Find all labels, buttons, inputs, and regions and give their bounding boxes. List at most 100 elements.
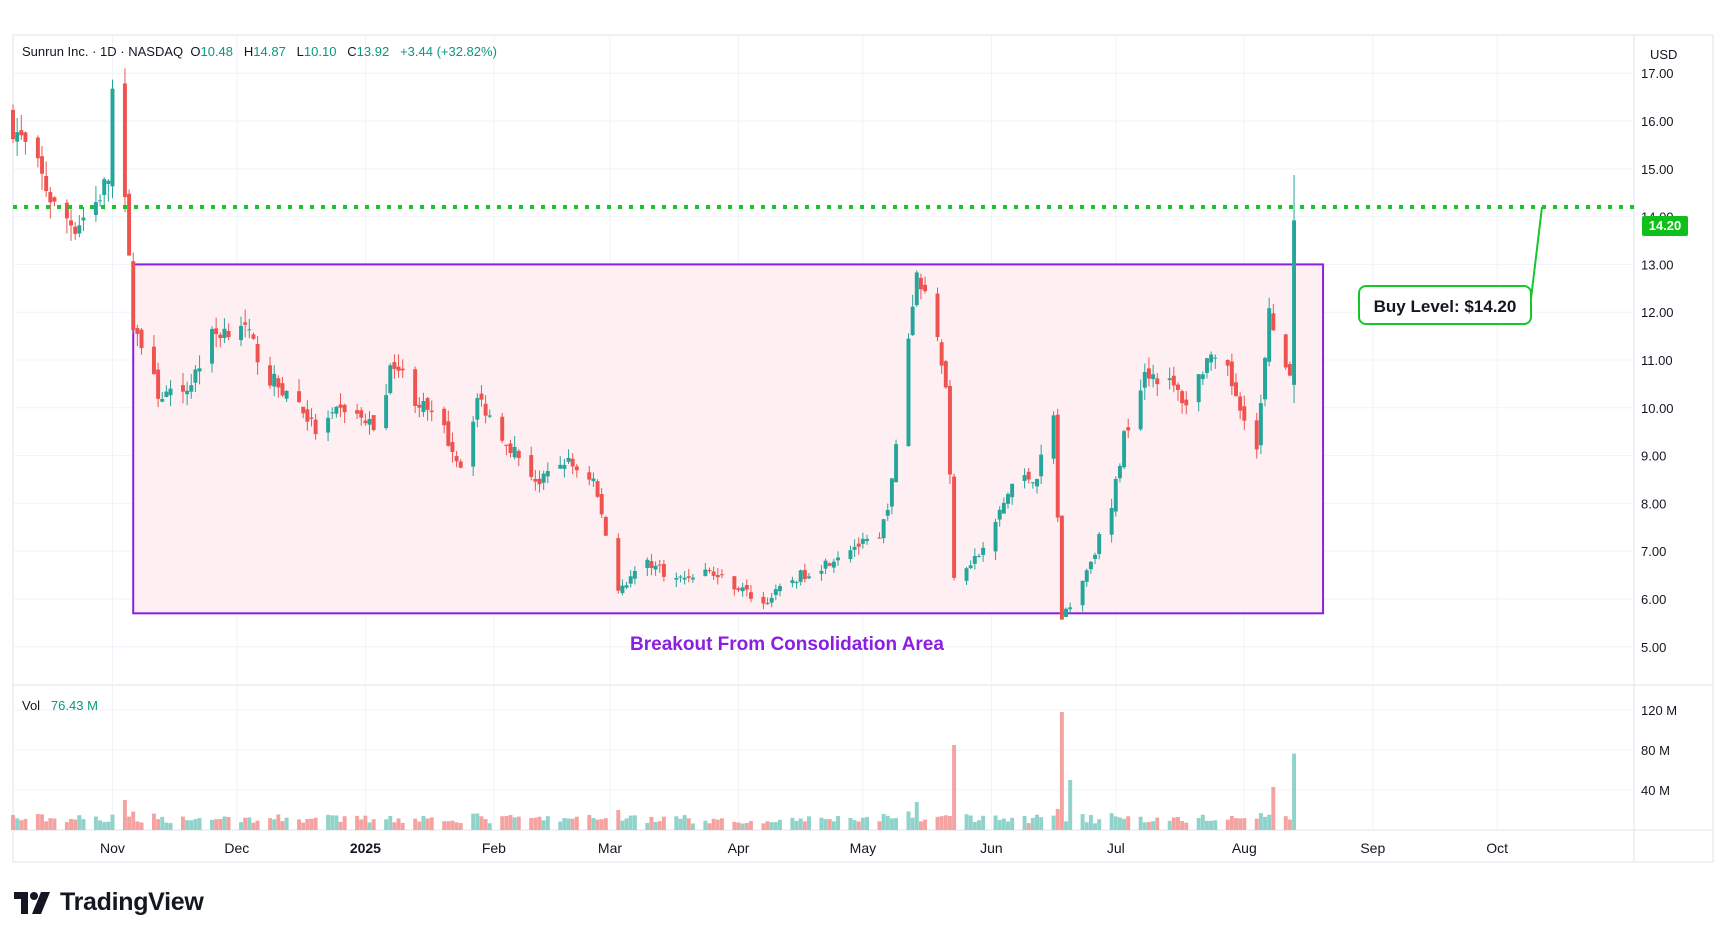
tradingview-brand[interactable]: TradingView bbox=[14, 888, 204, 917]
candle-body bbox=[906, 338, 911, 447]
candle-body bbox=[993, 522, 998, 552]
candle-body bbox=[628, 576, 633, 584]
volume-bar bbox=[1051, 815, 1056, 830]
candle-body bbox=[23, 132, 28, 142]
candle-body bbox=[620, 585, 625, 594]
candle-body bbox=[1113, 478, 1118, 512]
volume-bar bbox=[1039, 817, 1044, 830]
candle-body bbox=[976, 555, 981, 557]
candle-body bbox=[222, 328, 227, 338]
candle-body bbox=[417, 404, 422, 408]
candle-body bbox=[1126, 427, 1131, 431]
volume-bar bbox=[819, 817, 824, 830]
volume-bar bbox=[392, 822, 397, 830]
candle-body bbox=[1184, 399, 1189, 406]
volume-bar bbox=[736, 822, 741, 830]
volume-bar bbox=[458, 823, 463, 830]
volume-legend: Vol 76.43 M bbox=[22, 698, 98, 713]
volume-bar bbox=[185, 820, 190, 830]
price-tick-label: 6.00 bbox=[1641, 592, 1666, 607]
candle-body bbox=[77, 225, 82, 234]
candle-body bbox=[1051, 415, 1056, 459]
volume-bar bbox=[450, 820, 455, 830]
candle-body bbox=[719, 574, 724, 576]
candle-body bbox=[197, 368, 202, 372]
volume-bar bbox=[1010, 817, 1015, 830]
volume-bar bbox=[371, 819, 376, 830]
candle-body bbox=[1258, 403, 1263, 446]
open-value: 10.48 bbox=[200, 44, 234, 59]
volume-bar bbox=[997, 819, 1002, 830]
candle-body bbox=[885, 509, 890, 516]
candle-body bbox=[1287, 364, 1292, 376]
volume-bar bbox=[661, 816, 666, 830]
volume-bar bbox=[35, 813, 40, 830]
candle-body bbox=[367, 418, 372, 425]
volume-bar bbox=[1097, 819, 1102, 830]
candle-body bbox=[981, 547, 986, 555]
volume-bar bbox=[44, 821, 49, 830]
volume-bar bbox=[338, 821, 343, 830]
candle-body bbox=[894, 444, 899, 483]
volume-bar bbox=[1055, 808, 1060, 830]
volume-bar bbox=[1258, 813, 1263, 830]
candle-body bbox=[674, 577, 679, 580]
consolidation-annotation: Breakout From Consolidation Area bbox=[630, 634, 944, 655]
volume-bar bbox=[508, 815, 513, 830]
candle-body bbox=[562, 464, 567, 469]
callout-connector bbox=[1529, 206, 1543, 308]
close-value: 13.92 bbox=[356, 44, 390, 59]
candle-body bbox=[1254, 420, 1259, 450]
candle-body bbox=[1117, 465, 1122, 479]
volume-bar bbox=[674, 816, 679, 830]
candle-body bbox=[268, 365, 273, 386]
volume-bar bbox=[790, 817, 795, 830]
candle-body bbox=[151, 346, 156, 375]
candle-body bbox=[1283, 334, 1288, 368]
volume-bar bbox=[446, 821, 451, 830]
candle-body bbox=[218, 334, 223, 339]
candle-body bbox=[923, 284, 928, 292]
candle-body bbox=[371, 415, 376, 431]
volume-bar bbox=[877, 821, 882, 830]
volume-bar bbox=[23, 818, 28, 830]
candle-body bbox=[889, 478, 894, 507]
volume-bar bbox=[624, 818, 629, 830]
time-tick-label: May bbox=[850, 840, 876, 856]
candle-body bbox=[997, 509, 1002, 520]
candle-body bbox=[458, 461, 463, 468]
volume-bar bbox=[131, 811, 136, 830]
candle-body bbox=[703, 569, 708, 576]
candle-body bbox=[1035, 479, 1039, 487]
volume-bar bbox=[823, 819, 828, 830]
volume-bar bbox=[649, 816, 654, 830]
candle-body bbox=[301, 406, 306, 414]
candle-body bbox=[1088, 561, 1093, 570]
candle-body bbox=[807, 576, 811, 579]
volume-bar bbox=[297, 819, 302, 830]
volume-bar bbox=[500, 816, 505, 830]
candle-body bbox=[790, 580, 795, 584]
candle-body bbox=[15, 132, 20, 142]
candle-body bbox=[189, 385, 194, 392]
volume-bar bbox=[268, 818, 273, 830]
volume-bar bbox=[910, 817, 915, 830]
volume-tick-label: 40 M bbox=[1641, 783, 1670, 798]
candle-body bbox=[508, 443, 513, 454]
volume-bar bbox=[831, 821, 836, 830]
candle-body bbox=[529, 455, 534, 477]
volume-bar bbox=[1117, 817, 1122, 830]
candle-body bbox=[947, 385, 952, 475]
volume-bar bbox=[1006, 821, 1010, 830]
time-tick-label: Aug bbox=[1232, 840, 1257, 856]
candle-body bbox=[69, 220, 74, 226]
volume-bar bbox=[98, 820, 103, 830]
price-tick-label: 17.00 bbox=[1641, 66, 1674, 81]
candle-body bbox=[139, 329, 144, 349]
volume-bar bbox=[1151, 821, 1156, 830]
currency-selector[interactable]: USD bbox=[1650, 47, 1678, 62]
time-tick-label: Apr bbox=[728, 840, 750, 856]
volume-bar bbox=[102, 821, 107, 830]
